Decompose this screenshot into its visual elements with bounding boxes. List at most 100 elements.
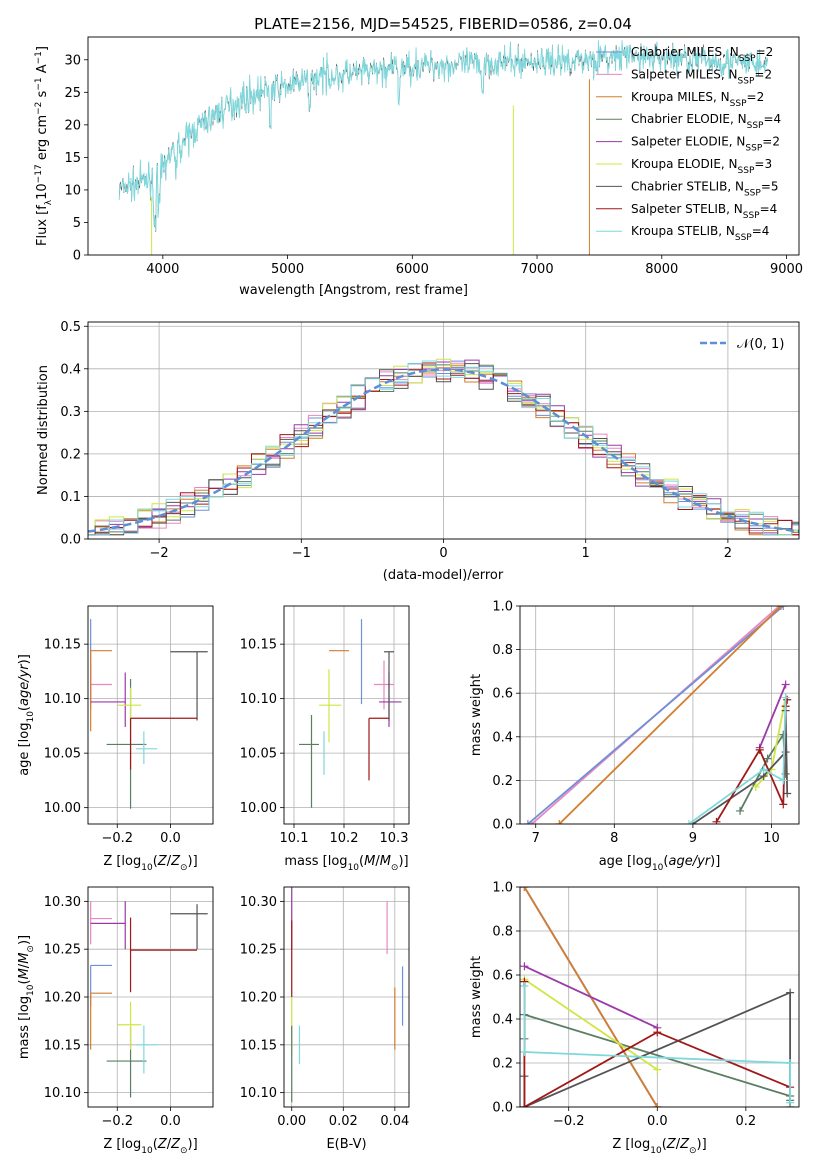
weight-marker-chabrier_elodie (763, 754, 772, 763)
plot-area (118, 40, 769, 255)
axes-weight_vs_Z: −0.2 0.0 0.2 0.0 0.2 0.4 0.6 0.8 1.0 Z [log10(Z/Z… (469, 881, 800, 1156)
y-tick-label: 10.05 (240, 747, 277, 762)
x-tick-label: 0.00 (277, 1114, 306, 1129)
weight-marker-kroupa_elodie (751, 782, 760, 791)
figure-title: PLATE=2156, MJD=54525, FIBERID=0586, z=0… (254, 15, 632, 33)
y-axis-label: Flux [fλ10−17 erg cm−2 s−1 A−1] (34, 46, 54, 246)
errorbar-chabrier_stelib (170, 904, 208, 950)
y-tick-label: 0.4 (492, 730, 513, 745)
errorbar-kroupa_elodie (319, 669, 342, 743)
y-tick-label: 10.20 (44, 991, 81, 1006)
legend-label-salpeter_miles: Salpeter MILES, NSSP=2 (631, 67, 772, 86)
axes-residuals: −2 −1 0 1 2 0.0 0.1 0.2 0.3 0.4 0.5 𝒩(0, 1) (data-mo… (36, 320, 800, 583)
y-tick-label: 20 (64, 118, 81, 133)
y-tick-label: 0 (73, 249, 81, 264)
errorbar-salpeter_stelib (368, 717, 389, 781)
x-tick-label: 4000 (146, 262, 179, 277)
axes-age_vs_Z: −0.2 0.0 10.00 10.05 10.10 10.15 Z [log10(Z/Z⊙… (17, 605, 214, 873)
y-tick-label: 10.05 (44, 747, 81, 762)
weight-marker-kroupa_stelib (786, 1098, 795, 1107)
ticks-weight_vs_Z: −0.2 0.0 0.2 0.0 0.2 0.4 0.6 0.8 1.0 (492, 881, 799, 1129)
axes-frame (519, 605, 800, 825)
errorbar-chabrier_elodie (106, 1027, 147, 1098)
y-tick-label: 0.2 (492, 1057, 513, 1072)
errorbar-salpeter_elodie (90, 901, 126, 950)
ticks-mass_vs_Z: −0.2 0.0 10.10 10.15 10.20 10.25 10.30 (44, 887, 213, 1129)
axes-spectrum: 4000 5000 6000 7000 8000 9000 0 5 10 15 20 25 30 wave… (34, 36, 803, 298)
weight-marker-kroupa_elodie (653, 1065, 662, 1074)
x-axis-label: E(B-V) (326, 1137, 366, 1152)
weight-line-kroupa_elodie (523, 978, 658, 1071)
x-tick-label: 0 (439, 546, 447, 561)
axes-frame (87, 886, 214, 1108)
x-tick-label: 0.0 (160, 1114, 181, 1129)
x-tick-label: −0.2 (101, 1114, 133, 1129)
ticks-residuals: −2 −1 0 1 2 0.0 0.1 0.2 0.3 0.4 0.5 (60, 320, 799, 561)
axes-frame (283, 886, 410, 1108)
weight-marker-chabrier_miles (779, 606, 788, 610)
x-tick-label: 0.0 (647, 1114, 668, 1129)
weight-marker-salpeter_stelib (755, 745, 764, 754)
x-tick-label: 10.3 (380, 831, 409, 846)
x-tick-label: 9 (689, 831, 697, 846)
legend-label-chabrier_elodie: Chabrier ELODIE, NSSP=4 (631, 112, 781, 131)
y-tick-label: 10 (64, 183, 81, 198)
weight-marker-kroupa_miles (776, 606, 785, 610)
x-tick-label: −1 (292, 546, 311, 561)
histogram-salpeter_stelib (88, 362, 799, 536)
y-tick-label: 10.25 (44, 943, 81, 958)
y-tick-label: 0.4 (60, 362, 81, 377)
weight-line-salpeter_elodie (758, 684, 787, 749)
y-tick-label: 0.8 (492, 643, 513, 658)
y-tick-label: 0.4 (492, 1013, 513, 1028)
axes-age_vs_mass: 10.1 10.2 10.3 10.00 10.05 10.10 10.15 mass [lo… (240, 605, 410, 873)
y-tick-label: 10.15 (240, 638, 277, 653)
plot-area (88, 358, 799, 536)
ticks-age_vs_Z: −0.2 0.0 10.00 10.05 10.10 10.15 (44, 606, 213, 846)
y-tick-label: 10.10 (44, 1086, 81, 1101)
errorbar-kroupa_miles (90, 992, 112, 1050)
y-tick-label: 10.10 (44, 692, 81, 707)
weight-line-salpeter_elodie (524, 965, 658, 1029)
x-tick-label: 1 (582, 546, 590, 561)
y-tick-label: 10.15 (240, 1038, 277, 1053)
y-tick-label: 0.0 (492, 818, 513, 833)
x-tick-label: 0.02 (329, 1114, 358, 1129)
y-tick-label: 30 (64, 53, 81, 68)
weight-marker-kroupa_stelib (779, 776, 788, 785)
y-tick-label: 1.0 (492, 600, 513, 615)
legend-label-salpeter_stelib: Salpeter STELIB, NSSP=4 (631, 202, 777, 221)
y-tick-label: 0.0 (60, 533, 81, 548)
x-tick-label: 10.2 (330, 831, 359, 846)
x-tick-label: 5000 (271, 262, 304, 277)
axes-mass_vs_ebv: 0.00 0.02 0.04 10.10 10.15 10.20 10.25 10.30 E(B… (240, 886, 410, 1152)
x-tick-label: 7 (532, 831, 540, 846)
legend-label-kroupa_elodie: Kroupa ELODIE, NSSP=3 (631, 157, 772, 176)
x-axis-label: Z [log10(Z/Z⊙)] (103, 1137, 197, 1156)
legend-label-chabrier_stelib: Chabrier STELIB, NSSP=5 (631, 179, 779, 198)
plots-layer: 4000 5000 6000 7000 8000 9000051015202530wave… (17, 36, 803, 1156)
axes-mass_vs_Z: −0.2 0.0 10.10 10.15 10.20 10.25 10.30 Z [log10… (17, 886, 214, 1156)
x-axis-label: Z [log10(Z/Z⊙)] (103, 854, 197, 873)
errorbar-chabrier_stelib (384, 651, 394, 721)
weight-marker-kroupa_miles (520, 887, 529, 891)
histogram-kroupa_elodie (88, 358, 799, 536)
histogram-chabrier_stelib (88, 363, 799, 536)
legend-label-kroupa_stelib: Kroupa STELIB, NSSP=4 (631, 224, 769, 243)
x-tick-label: 0.2 (736, 1114, 757, 1129)
errorbar-kroupa_miles (90, 650, 112, 732)
y-tick-label: 10.00 (240, 801, 277, 816)
weight-marker-salpeter_elodie (781, 680, 790, 689)
errorbar-chabrier_miles (90, 964, 112, 1007)
y-tick-label: 25 (64, 86, 81, 101)
axes-frame (87, 321, 800, 540)
y-tick-label: 0.2 (492, 774, 513, 789)
x-tick-label: −0.2 (101, 831, 133, 846)
ticks-mass_vs_ebv: 0.00 0.02 0.04 10.10 10.15 10.20 10.25 10.30 (240, 887, 409, 1129)
axes-frame (519, 886, 800, 1108)
errorbar-salpeter_elodie (90, 672, 126, 727)
plot-area (299, 619, 402, 808)
histogram-kroupa_stelib (88, 360, 799, 536)
weight-marker-salpeter_stelib (520, 1103, 529, 1107)
weight-marker-salpeter_stelib (653, 1028, 662, 1037)
